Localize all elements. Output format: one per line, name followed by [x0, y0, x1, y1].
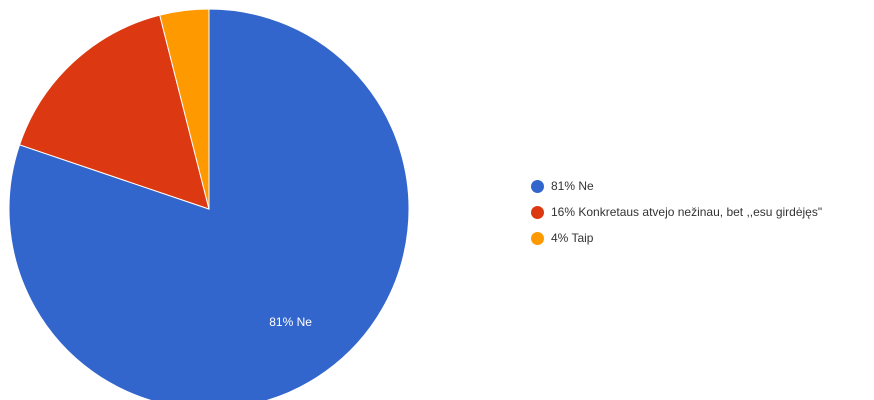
- legend-item-ne[interactable]: 81% Ne: [531, 177, 822, 195]
- legend: 81% Ne 16% Konkretaus atvejo nežinau, be…: [531, 177, 822, 255]
- pie-slice-konkretaus[interactable]: [18, 14, 210, 210]
- pie-slice-labels: 81% Ne: [269, 315, 312, 329]
- legend-label-konkretaus: 16% Konkretaus atvejo nežinau, bet ,,esu…: [551, 205, 823, 219]
- legend-swatch-ne: [531, 179, 544, 193]
- legend-swatch-taip: [531, 231, 544, 245]
- legend-label-taip: 4% Taip: [551, 231, 594, 245]
- pie-slice-label-ne: 81% Ne: [269, 315, 312, 329]
- pie-slice-taip[interactable]: [159, 8, 210, 210]
- legend-item-taip[interactable]: 4% Taip: [531, 229, 822, 247]
- legend-swatch-konkretaus: [531, 205, 544, 219]
- pie-slices: [8, 8, 410, 400]
- legend-label-ne: 81% Ne: [551, 179, 594, 193]
- legend-item-konkretaus[interactable]: 16% Konkretaus atvejo nežinau, bet ,,esu…: [531, 203, 822, 221]
